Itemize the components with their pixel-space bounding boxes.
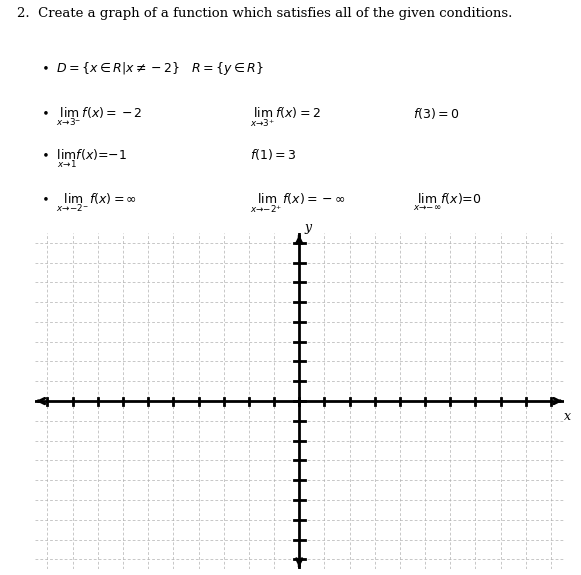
Text: $\bullet$  $\lim_{x \to 1} f(x) = -1$: $\bullet$ $\lim_{x \to 1} f(x) = -1$ [41,147,127,170]
Text: 2.  Create a graph of a function which satisfies all of the given conditions.: 2. Create a graph of a function which sa… [17,7,513,20]
Text: x: x [564,410,571,423]
Text: $f(3) = 0$: $f(3) = 0$ [413,106,459,121]
Text: $f(1) = 3$: $f(1) = 3$ [250,147,296,162]
Text: $\lim_{x \to -2^+} f(x) = -\infty$: $\lim_{x \to -2^+} f(x) = -\infty$ [250,191,346,214]
Text: $\lim_{x \to -\infty} f(x) = 0$: $\lim_{x \to -\infty} f(x) = 0$ [413,191,481,213]
Text: $\bullet$  $D = \{x \in R|x \neq -2\}$   $R = \{y \in R\}$: $\bullet$ $D = \{x \in R|x \neq -2\}$ $R… [41,60,264,77]
Text: $\lim_{x \to 3^+} f(x) = 2$: $\lim_{x \to 3^+} f(x) = 2$ [250,106,321,129]
Text: $\bullet$  $\lim_{x \to 3^-} f(x) = -2$: $\bullet$ $\lim_{x \to 3^-} f(x) = -2$ [41,106,142,128]
Text: y: y [304,221,311,234]
Text: $\bullet$  $\lim_{x \to -2^-} f(x) = \infty$: $\bullet$ $\lim_{x \to -2^-} f(x) = \inf… [41,191,137,213]
